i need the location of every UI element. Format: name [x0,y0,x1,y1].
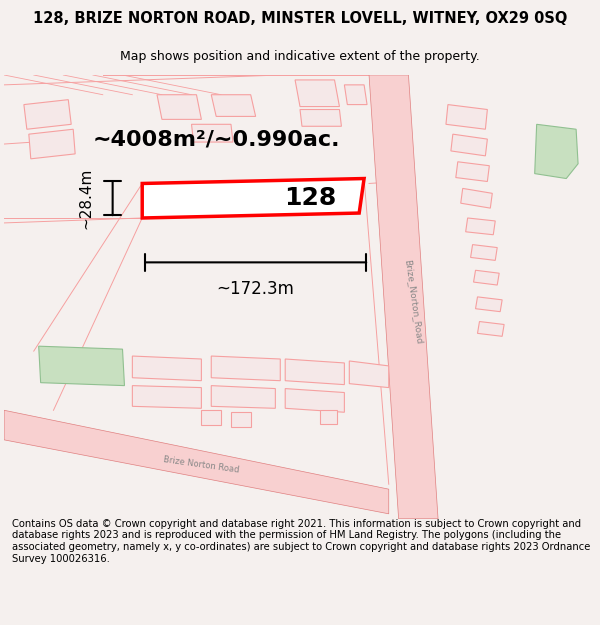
Polygon shape [470,244,497,261]
Polygon shape [344,85,367,104]
Polygon shape [29,129,75,159]
Polygon shape [320,410,337,424]
Polygon shape [211,356,280,381]
Polygon shape [285,389,344,412]
Polygon shape [24,99,71,129]
Polygon shape [142,179,364,218]
Polygon shape [446,104,487,129]
Polygon shape [133,386,202,408]
Polygon shape [451,134,487,156]
Polygon shape [285,359,344,384]
Polygon shape [191,124,233,142]
Text: Brize Norton Road: Brize Norton Road [163,455,240,474]
Polygon shape [4,410,389,514]
Polygon shape [300,109,341,126]
Text: ~4008m²/~0.990ac.: ~4008m²/~0.990ac. [92,129,340,149]
Text: 128: 128 [284,186,336,210]
Text: Contains OS data © Crown copyright and database right 2021. This information is : Contains OS data © Crown copyright and d… [12,519,590,564]
Polygon shape [535,124,578,179]
Polygon shape [461,188,492,208]
Polygon shape [211,386,275,408]
Polygon shape [476,297,502,312]
Polygon shape [456,162,490,181]
Polygon shape [466,218,495,235]
Polygon shape [202,410,221,425]
Polygon shape [349,361,389,388]
Polygon shape [478,321,504,336]
Text: ~172.3m: ~172.3m [217,280,295,298]
Polygon shape [157,95,202,119]
Polygon shape [231,412,251,427]
Polygon shape [473,270,499,285]
Polygon shape [369,75,438,519]
Polygon shape [295,80,340,106]
Polygon shape [38,346,124,386]
Polygon shape [133,356,202,381]
Text: Map shows position and indicative extent of the property.: Map shows position and indicative extent… [120,50,480,62]
Text: Brize_Norton_Road: Brize_Norton_Road [403,259,424,345]
Text: 128, BRIZE NORTON ROAD, MINSTER LOVELL, WITNEY, OX29 0SQ: 128, BRIZE NORTON ROAD, MINSTER LOVELL, … [33,11,567,26]
Text: ~28.4m: ~28.4m [78,168,93,229]
Polygon shape [211,95,256,116]
